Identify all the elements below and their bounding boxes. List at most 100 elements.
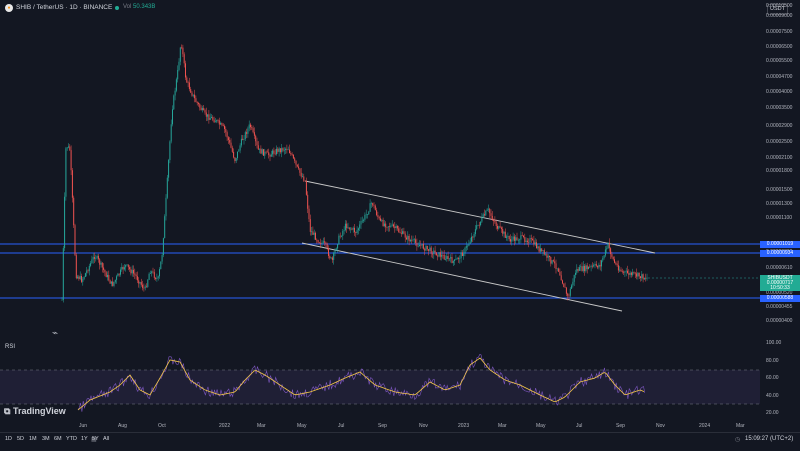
candle-body	[148, 273, 150, 280]
candle-body	[229, 139, 231, 143]
candle-body	[341, 235, 342, 237]
range-button-5y[interactable]: 5Y	[92, 436, 99, 442]
candle-body	[101, 262, 103, 268]
candle-body	[122, 266, 124, 270]
candle-body	[272, 150, 274, 155]
candle-body	[506, 236, 508, 238]
candle-body	[568, 295, 570, 297]
candle-body	[516, 237, 518, 241]
candle-body	[399, 231, 401, 233]
candle-body	[286, 148, 288, 150]
candle-body	[380, 218, 381, 221]
tradingview-logo[interactable]: ⧉ TradingView	[4, 406, 66, 417]
candle-body	[143, 287, 145, 289]
candle-body	[511, 239, 513, 242]
price-tick-label: 0.00000520	[766, 290, 793, 296]
candle-body	[188, 82, 190, 90]
candle-body	[510, 239, 511, 242]
candle-body	[285, 148, 287, 150]
candle-body	[556, 268, 558, 270]
candle-body	[504, 231, 506, 238]
time-tick-label: Mar	[736, 423, 745, 429]
rsi-axis[interactable]: 100.00 80.00 60.00 40.00 20.00	[760, 340, 800, 420]
range-button-all[interactable]: All	[103, 436, 110, 442]
candle-body	[395, 225, 397, 229]
candle-body	[75, 255, 77, 279]
candle-body	[428, 249, 430, 251]
price-axis[interactable]: 0.00010500 0.00009000 0.00007500 0.00006500…	[760, 3, 800, 336]
candle-body	[576, 269, 578, 273]
candle-body	[402, 231, 404, 234]
price-tick-label: 0.00001500	[766, 187, 793, 193]
candle-body	[348, 227, 350, 229]
candle-body	[343, 230, 345, 232]
drawing-tool-icon[interactable]: ⌁	[52, 328, 59, 339]
candle-body	[586, 265, 588, 270]
candle-body	[311, 231, 313, 232]
volume-value: 50.343B	[133, 4, 156, 10]
candle-body	[131, 269, 133, 274]
rsi-pane[interactable]	[0, 340, 760, 420]
range-button-6m[interactable]: 6M	[54, 436, 62, 442]
candle-body	[334, 250, 336, 253]
candle-body	[318, 242, 320, 244]
candle-body	[536, 242, 537, 249]
calendar-icon[interactable]: ▦	[91, 437, 97, 443]
candle-body	[79, 275, 81, 280]
candle-body	[372, 203, 374, 206]
candle-body	[305, 180, 307, 195]
clock-readout[interactable]: 15:09:27 (UTC+2)	[745, 436, 794, 442]
candle-body	[417, 246, 419, 247]
candle-body	[156, 278, 158, 279]
candle-body	[454, 259, 456, 261]
candle-body	[352, 227, 354, 230]
candle-body	[256, 141, 258, 146]
candle-body	[130, 269, 132, 274]
candle-body	[442, 254, 444, 256]
candle-body	[127, 264, 129, 268]
candle-body	[499, 226, 501, 228]
time-tick-label: Nov	[419, 423, 428, 429]
candle-body	[598, 264, 600, 268]
candle-body	[623, 271, 625, 273]
candle-body	[147, 279, 149, 287]
time-tick-label: May	[297, 423, 307, 429]
price-chart[interactable]	[0, 16, 760, 336]
candle-body	[259, 148, 261, 150]
range-button-ytd[interactable]: YTD	[66, 436, 77, 442]
candle-body	[266, 151, 268, 153]
candle-body	[588, 266, 589, 270]
candle-body	[512, 236, 514, 240]
price-tick-label: 0.00002500	[766, 139, 793, 145]
candle-body	[419, 245, 420, 247]
candle-body	[391, 224, 393, 226]
candle-body	[383, 223, 385, 227]
range-button-1d[interactable]: 1D	[5, 436, 13, 442]
candle-body	[264, 151, 266, 156]
shib-coin-icon: ●	[5, 4, 13, 12]
candle-body	[495, 222, 497, 226]
range-button-5d[interactable]: 5D	[17, 436, 25, 442]
candle-body	[448, 258, 450, 260]
currency-button[interactable]: USDT	[767, 4, 788, 15]
time-tick-label: Jul	[576, 423, 583, 429]
candle-body	[413, 239, 415, 241]
candle-body	[207, 114, 209, 117]
candle-body	[187, 82, 189, 84]
time-tick-label: 2024	[699, 423, 711, 429]
candle-body	[174, 90, 176, 96]
range-button-1y[interactable]: 1Y	[81, 436, 88, 442]
level-price-badge: 0.00000934	[760, 250, 800, 257]
candle-body	[160, 261, 162, 270]
candle-body	[464, 247, 466, 254]
range-button-1m[interactable]: 1M	[29, 436, 37, 442]
candle-body	[320, 242, 322, 244]
candle-body	[489, 208, 491, 214]
candle-body	[582, 265, 584, 272]
candle-body	[300, 172, 302, 177]
range-button-3m[interactable]: 3M	[42, 436, 50, 442]
candle-body	[389, 226, 391, 227]
candle-body	[441, 254, 443, 257]
symbol-title[interactable]: SHIB / TetherUS · 1D · BINANCE	[16, 4, 113, 11]
candle-body	[400, 232, 402, 234]
